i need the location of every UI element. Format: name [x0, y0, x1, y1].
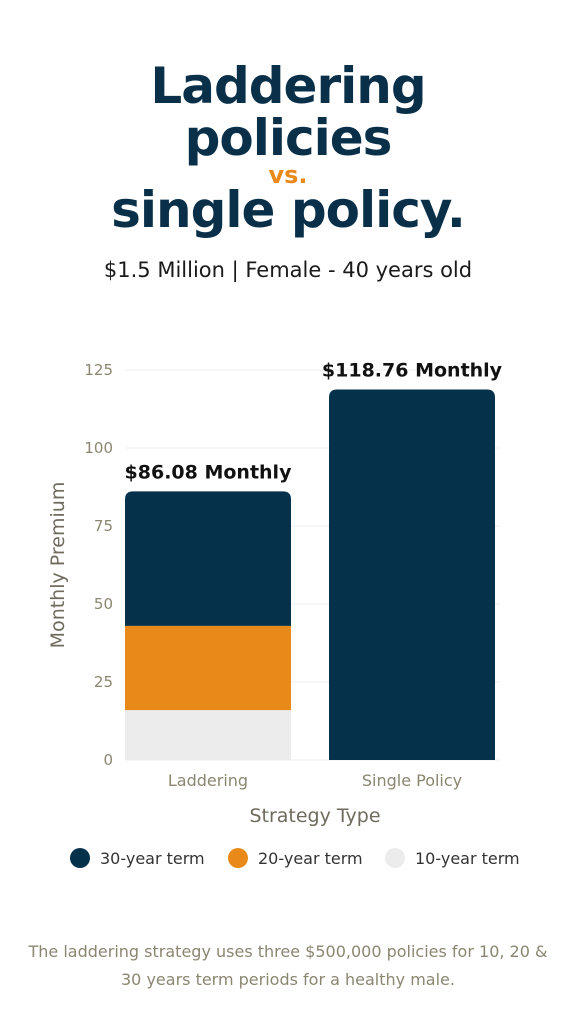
bar-total-label: $86.08 Monthly	[125, 461, 293, 483]
y-tick-label: 100	[84, 439, 113, 457]
bar-segment-10-year-term	[125, 710, 291, 760]
title-line-2: policies	[184, 109, 393, 167]
footnote: The laddering strategy uses three $500,0…	[28, 942, 548, 989]
y-tick-label: 75	[94, 517, 113, 535]
title-block: Laddering policies vs. single policy.	[0, 60, 576, 236]
x-tick-label: Laddering	[168, 771, 248, 790]
y-tick-label: 25	[94, 673, 113, 691]
legend-label: 10-year term	[415, 849, 520, 868]
title-line-1: Laddering	[150, 57, 426, 115]
x-tick-label: Single Policy	[362, 771, 462, 790]
legend-label: 20-year term	[258, 849, 363, 868]
subtitle: $1.5 Million | Female - 40 years old	[103, 258, 473, 282]
bar-segment-30-year-term	[329, 389, 495, 760]
legend-swatch	[70, 848, 90, 868]
title-line-3: single policy.	[111, 181, 466, 239]
bar-segment-20-year-term	[125, 625, 291, 711]
x-axis-label: Strategy Type	[249, 805, 380, 827]
y-tick-label: 125	[84, 361, 113, 379]
bar-chart: 0 25 50 75 100 125 Monthly Premium $86.08 Month…	[47, 359, 520, 868]
title-vs: vs.	[268, 161, 308, 189]
legend-swatch	[385, 848, 405, 868]
bar-segment-30-year-term	[125, 491, 291, 626]
y-tick-label: 0	[103, 751, 113, 769]
legend-swatch	[228, 848, 248, 868]
y-axis-label: Monthly Premium	[47, 482, 69, 649]
legend-label: 30-year term	[100, 849, 205, 868]
bar-total-label: $118.76 Monthly	[322, 359, 503, 381]
y-tick-label: 50	[94, 595, 113, 613]
